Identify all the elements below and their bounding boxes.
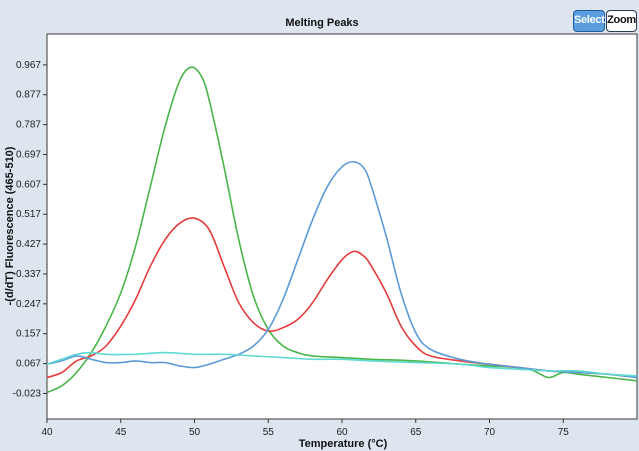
x-tick-label: 60 [336,427,348,438]
chart-title: Melting Peaks [285,17,358,29]
plot-area [46,33,638,420]
x-tick-label: 40 [41,427,53,438]
series-line-cyan [46,351,638,377]
y-axis-label: -(d/dT) Fluorescence (465-510) [4,146,16,305]
y-tick-label: 0.157 [16,329,41,340]
x-tick-label: 70 [484,427,496,438]
y-tick-label: 0.607 [16,179,41,190]
zoom-button[interactable]: Zoom [606,10,637,32]
x-tick-label: 55 [263,427,275,438]
x-axis-ticks: 40 45 50 55 60 65 70 75 [41,419,569,438]
x-tick-label: 45 [115,427,127,438]
select-button[interactable]: Select [573,10,605,32]
y-tick-label: -0.023 [13,388,42,399]
x-axis-label: Temperature (°C) [299,438,388,450]
y-tick-label: 0.967 [16,60,41,71]
y-tick-label: 0.247 [16,299,41,310]
x-tick-label: 65 [410,427,422,438]
y-tick-label: 0.517 [16,209,41,220]
y-tick-label: 0.787 [16,120,41,131]
y-tick-label: 0.877 [16,90,41,101]
series-line-blue [46,160,638,379]
series-line-red [46,217,638,379]
y-tick-label: 0.697 [16,149,41,160]
x-tick-label: 75 [558,427,570,438]
y-axis-ticks: 0.967 0.877 0.787 0.697 0.607 0.517 0.427 0.337… [13,60,47,399]
series-layer [46,66,638,394]
y-tick-label: 0.427 [16,239,41,250]
y-tick-label: 0.337 [16,269,41,280]
x-tick-label: 50 [189,427,201,438]
y-tick-label: 0.067 [16,359,41,370]
